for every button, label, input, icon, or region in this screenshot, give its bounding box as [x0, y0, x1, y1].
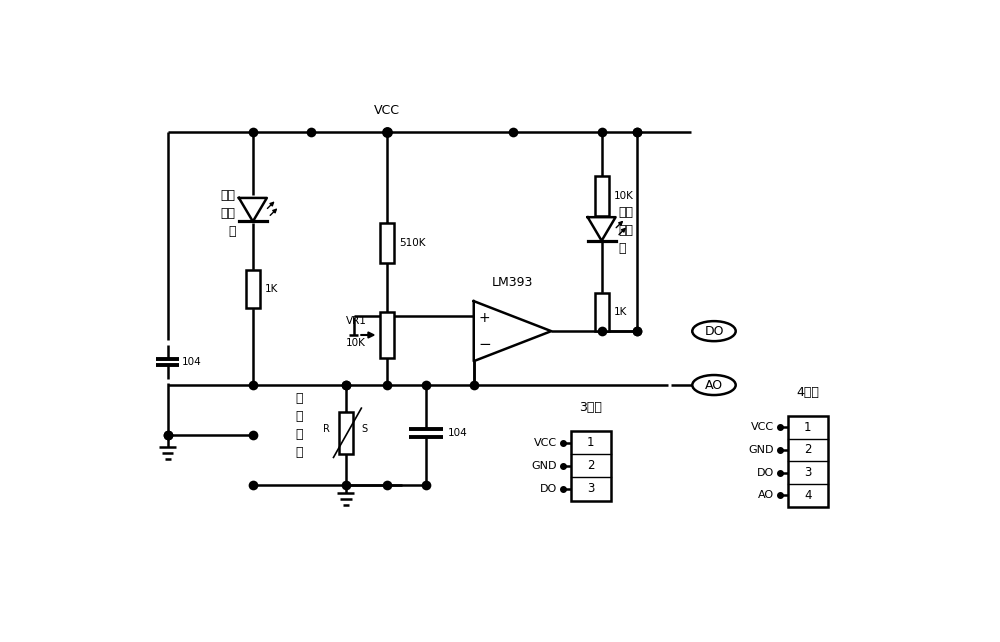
- Text: 104: 104: [447, 428, 467, 438]
- Text: 电源
指示
灯: 电源 指示 灯: [221, 189, 236, 238]
- Text: 1: 1: [587, 437, 595, 449]
- Bar: [595, 177, 609, 216]
- Polygon shape: [588, 217, 616, 241]
- Text: 信号
指示
灯: 信号 指示 灯: [619, 206, 634, 256]
- Bar: [788, 416, 828, 507]
- Bar: [380, 223, 394, 263]
- Ellipse shape: [692, 375, 736, 395]
- Text: GND: GND: [531, 461, 557, 471]
- Text: 3: 3: [587, 483, 594, 496]
- Ellipse shape: [692, 321, 736, 341]
- Polygon shape: [239, 198, 267, 221]
- Text: −: −: [478, 337, 491, 352]
- Text: 1: 1: [804, 421, 812, 434]
- Text: AO: AO: [705, 379, 723, 392]
- Text: VCC: VCC: [534, 438, 557, 447]
- Text: 湿
敏
电
阻: 湿 敏 电 阻: [296, 392, 303, 458]
- Text: 1K: 1K: [265, 284, 279, 294]
- Text: 4: 4: [804, 489, 812, 502]
- Text: 2: 2: [587, 460, 595, 473]
- Text: 104: 104: [182, 357, 201, 367]
- Text: 3线制: 3线制: [579, 401, 602, 414]
- Text: 3: 3: [804, 466, 811, 479]
- Text: 10K: 10K: [346, 338, 366, 348]
- Bar: [595, 293, 609, 331]
- Text: 510K: 510K: [399, 238, 426, 248]
- Text: 2: 2: [804, 444, 812, 456]
- Bar: [380, 312, 394, 358]
- Text: 1K: 1K: [614, 307, 627, 317]
- Text: VCC: VCC: [374, 104, 400, 117]
- Text: S: S: [361, 424, 368, 434]
- Text: R: R: [324, 424, 330, 434]
- Text: DO: DO: [756, 467, 774, 478]
- Polygon shape: [474, 301, 551, 361]
- Bar: [246, 270, 260, 308]
- Text: DO: DO: [704, 325, 724, 338]
- Text: 10K: 10K: [614, 191, 634, 202]
- Bar: [571, 431, 611, 501]
- Text: VR1: VR1: [346, 316, 366, 326]
- Text: LM393: LM393: [492, 276, 533, 289]
- Text: GND: GND: [748, 445, 774, 455]
- Text: AO: AO: [758, 490, 774, 500]
- Text: DO: DO: [539, 484, 557, 494]
- Text: +: +: [479, 311, 490, 325]
- Text: 4线制: 4线制: [796, 386, 819, 399]
- Text: VCC: VCC: [751, 422, 774, 432]
- Bar: [339, 412, 353, 453]
